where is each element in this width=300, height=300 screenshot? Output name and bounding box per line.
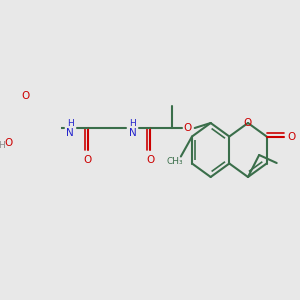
Text: N: N bbox=[66, 128, 74, 138]
Text: O: O bbox=[244, 118, 252, 128]
Text: N: N bbox=[129, 128, 136, 138]
Text: O: O bbox=[22, 91, 30, 101]
Text: CH₃: CH₃ bbox=[166, 157, 183, 166]
Text: O: O bbox=[5, 138, 13, 148]
Text: O: O bbox=[287, 131, 296, 142]
Text: H: H bbox=[129, 118, 136, 127]
Text: H: H bbox=[67, 118, 74, 127]
Text: O: O bbox=[183, 123, 192, 133]
Text: H: H bbox=[0, 142, 5, 151]
Text: O: O bbox=[146, 155, 154, 165]
Text: O: O bbox=[84, 155, 92, 165]
